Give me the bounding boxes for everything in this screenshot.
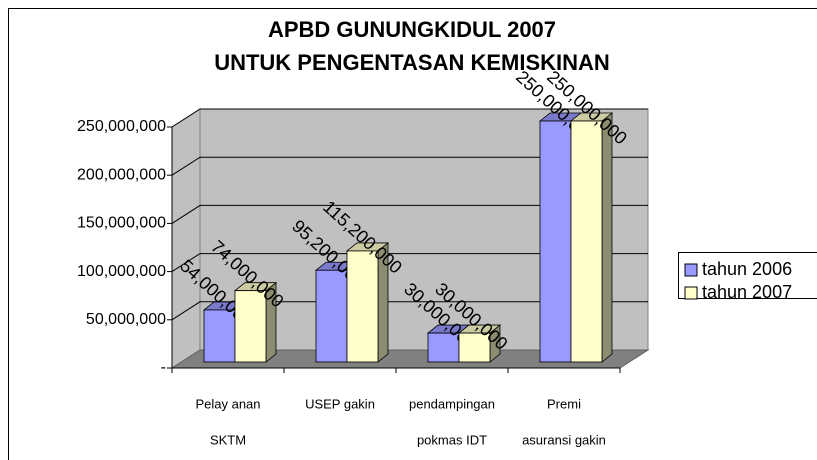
x-tick-label: SKTM	[210, 432, 246, 447]
x-tick-label: USEP gakin	[305, 396, 375, 411]
bar-front	[458, 332, 491, 363]
legend-swatch	[684, 286, 698, 300]
x-tick-label: pendampingan	[409, 396, 495, 411]
x-tick-label: pokmas IDT	[417, 432, 487, 447]
legend-box	[678, 252, 817, 299]
grid-line	[171, 108, 648, 128]
bar-front	[570, 120, 603, 363]
legend-swatch	[684, 263, 698, 277]
y-tick-label: 100,000,000	[77, 263, 166, 280]
y-tick-label: 250,000,000	[77, 118, 166, 135]
y-tick-label: 150,000,000	[77, 215, 166, 232]
x-tick-label: asuransi gakin	[522, 432, 606, 447]
bar-front	[427, 332, 460, 363]
grid-line	[171, 301, 648, 321]
x-tick-label: Premi	[547, 396, 581, 411]
bar-side	[601, 112, 613, 363]
chart-title: APBD GUNUNGKIDUL 2007	[268, 17, 556, 42]
bar	[345, 242, 390, 363]
bar-front	[234, 290, 267, 363]
grid-line	[171, 156, 648, 176]
chart-title: UNTUK PENGENTASAN KEMISKINAN	[214, 50, 610, 75]
y-tick-label: -	[161, 359, 166, 376]
y-tick-label: 50,000,000	[86, 311, 166, 328]
x-tick-label: Pelay anan	[195, 396, 260, 411]
bar-front	[315, 269, 348, 363]
bar	[233, 281, 278, 363]
bar-front	[203, 309, 236, 363]
bar	[569, 112, 614, 363]
bar-front	[346, 250, 379, 363]
grid-line	[171, 204, 648, 224]
grid-line	[171, 253, 648, 273]
bar	[457, 324, 502, 363]
legend-label: tahun 2006	[702, 259, 792, 279]
y-tick-label: 200,000,000	[77, 166, 166, 183]
bar-front	[539, 120, 572, 363]
legend-label: tahun 2007	[702, 282, 792, 302]
side-wall	[171, 108, 201, 369]
